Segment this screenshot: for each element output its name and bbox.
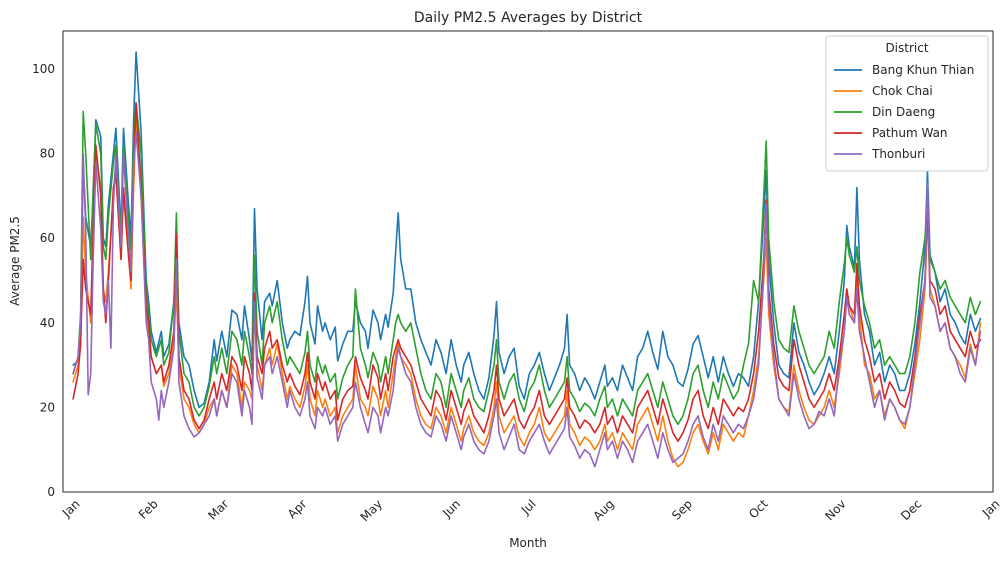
legend-label: Thonburi bbox=[871, 147, 925, 161]
legend-label: Bang Khun Thian bbox=[872, 63, 974, 77]
legend-items: Bang Khun Thian Chok Chai Din Daeng Pathum … bbox=[834, 63, 974, 161]
y-tick-label: 100 bbox=[32, 62, 55, 76]
x-tick-label: Mar bbox=[205, 497, 231, 523]
y-tick-label: 0 bbox=[47, 485, 55, 499]
x-tick-label: Jan bbox=[59, 497, 83, 521]
legend-label: Chok Chai bbox=[872, 84, 933, 98]
x-axis-ticks: Jan Feb Mar Apr May Jun Jul Aug Sep Oct Nov Dec Jan bbox=[59, 497, 1002, 525]
x-tick-label: Jan bbox=[979, 497, 1002, 521]
x-axis-label: Month bbox=[509, 536, 547, 550]
legend-title: District bbox=[885, 41, 928, 55]
series-line-pathum-wan bbox=[72, 102, 982, 443]
legend-label: Pathum Wan bbox=[872, 126, 948, 140]
legend-item: Din Daeng bbox=[834, 105, 935, 119]
y-axis-label: Average PM2.5 bbox=[8, 216, 22, 306]
x-tick-label: May bbox=[358, 497, 385, 524]
x-tick-label: Apr bbox=[285, 497, 310, 522]
y-axis-ticks: 0 20 40 60 80 100 bbox=[32, 62, 55, 499]
series-layer bbox=[72, 51, 982, 468]
y-tick-label: 60 bbox=[40, 231, 55, 245]
chart-title: Daily PM2.5 Averages by District bbox=[414, 10, 643, 26]
plot-frame bbox=[62, 30, 994, 493]
x-tick-label: Dec bbox=[898, 497, 924, 523]
legend: District Bang Khun Thian Chok Chai Din Dae… bbox=[825, 35, 989, 172]
x-tick-label: Aug bbox=[590, 497, 616, 523]
x-tick-label: Feb bbox=[136, 497, 161, 522]
x-tick-label: Sep bbox=[669, 497, 695, 523]
series-line-thonburi bbox=[72, 131, 982, 468]
series-line-din-daeng bbox=[72, 102, 982, 426]
y-tick-label: 80 bbox=[40, 147, 55, 161]
y-tick-label: 20 bbox=[40, 400, 55, 414]
x-tick-label: Jul bbox=[518, 497, 539, 518]
x-tick-label: Jun bbox=[439, 497, 463, 521]
legend-item: Thonburi bbox=[834, 147, 925, 161]
legend-label: Din Daeng bbox=[872, 105, 935, 119]
legend-box bbox=[825, 35, 989, 172]
x-tick-label: Nov bbox=[822, 497, 848, 523]
x-tick-label: Oct bbox=[746, 497, 771, 522]
legend-item: Bang Khun Thian bbox=[834, 63, 974, 77]
legend-item: Pathum Wan bbox=[834, 126, 948, 140]
y-tick-label: 40 bbox=[40, 316, 55, 330]
legend-item: Chok Chai bbox=[834, 84, 933, 98]
series-line-bang-khun-thian bbox=[72, 51, 982, 409]
